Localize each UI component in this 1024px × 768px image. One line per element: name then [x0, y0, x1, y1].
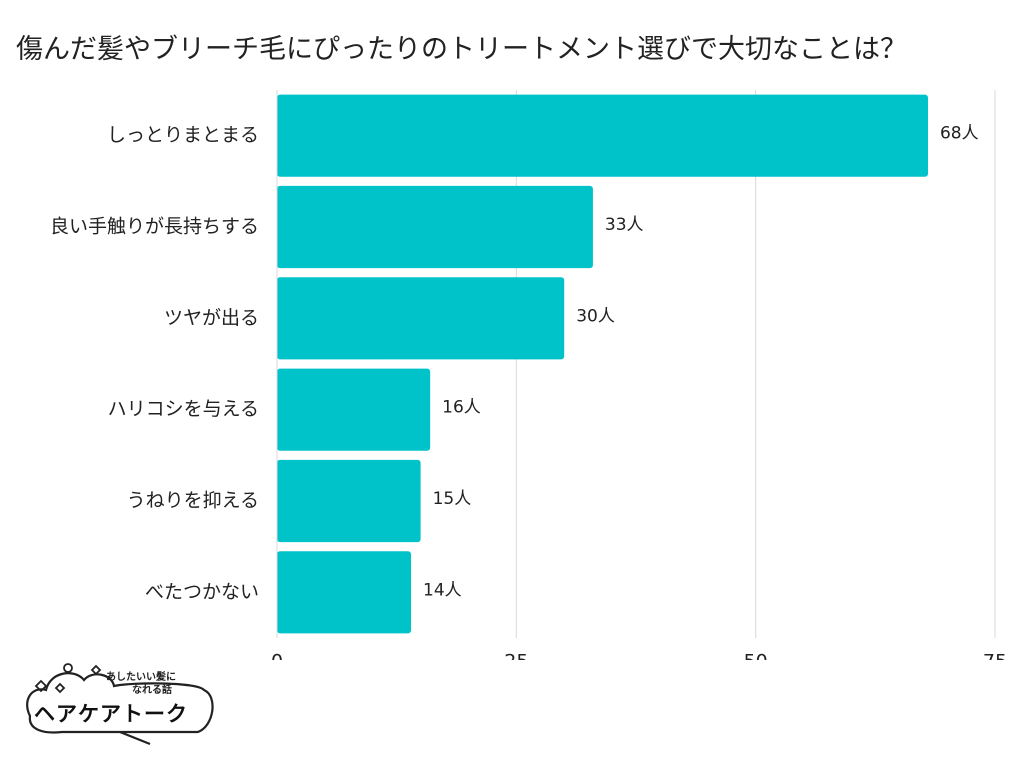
x-tick-label: 75	[983, 651, 1007, 661]
value-label: 14人	[423, 580, 462, 600]
bar	[277, 185, 593, 269]
bar	[277, 94, 928, 177]
logo-tagline-1: あしたいい髪に	[106, 672, 176, 683]
chart-title: 傷んだ髪やブリーチ毛にぴったりのトリートメント選びで大切なことは？	[16, 34, 907, 65]
value-label: 68人	[940, 124, 979, 144]
x-tick-label: 50	[744, 651, 768, 661]
bar	[277, 551, 412, 634]
bar	[277, 277, 565, 360]
logo-name: ヘアケアトーク	[34, 702, 188, 726]
value-label: 16人	[442, 398, 481, 418]
category-label: 良い手触りが長持ちする	[50, 216, 259, 238]
category-label: ハリコシを与える	[108, 398, 259, 420]
category-label: しっとりまとまる	[107, 124, 259, 146]
category-label: べたつかない	[145, 581, 259, 603]
value-label: 30人	[576, 306, 615, 326]
bar	[277, 459, 421, 543]
bar	[277, 368, 431, 451]
category-label: うねりを抑える	[127, 490, 259, 512]
category-label: ツヤが出る	[164, 307, 259, 329]
value-label: 33人	[605, 215, 644, 235]
x-tick-label: 25	[504, 651, 528, 661]
logo-tagline-2: なれる話	[132, 685, 172, 696]
value-label: 15人	[433, 489, 472, 509]
logo-speech-bubble-icon	[26, 663, 214, 746]
x-tick-label: 0	[271, 651, 283, 661]
brand-logo: あしたいい髪に なれる話 ヘアケアトーク	[22, 660, 222, 750]
